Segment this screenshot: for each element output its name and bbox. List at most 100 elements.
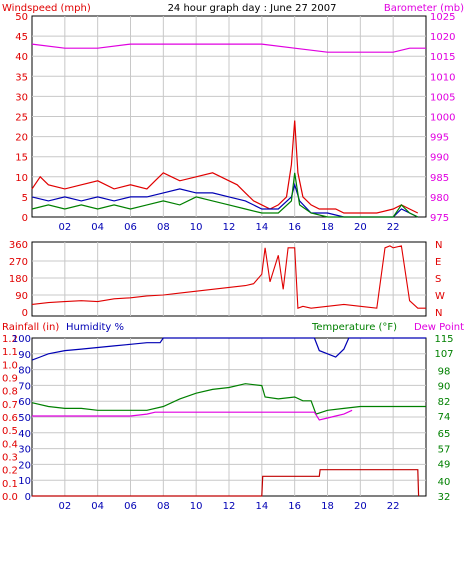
temperature-y-tick-label: 49 [438, 460, 451, 471]
direction-y-tick-label: 360 [9, 240, 28, 251]
rain-temp-series-line [31, 383, 426, 415]
rain-temp-x-tick-label: 12 [223, 501, 236, 512]
wind-y-tick-label: 15 [15, 153, 28, 164]
rainfall-y-tick-label: 0.5 [2, 426, 18, 437]
rainfall-y-tick-label: 1.0 [2, 360, 18, 371]
rainfall-y-tick-label: 0.2 [2, 466, 18, 477]
wind-y-tick-label: 35 [15, 72, 28, 83]
rain-temp-x-tick-label: 16 [288, 501, 301, 512]
temperature-y-tick-label: 74 [438, 412, 451, 423]
rain-temp-series-line [32, 409, 353, 421]
wind-series [31, 43, 426, 218]
barometer-y-tick-label: 990 [430, 153, 449, 164]
wind-x-tick-label: 18 [321, 222, 334, 233]
rainfall-y-tick-label: 1.2 [2, 334, 18, 345]
wind-x-tick-label: 12 [223, 222, 236, 233]
compass-label: W [435, 291, 445, 302]
barometer-y-ticks: 975 980 985 990 995 1000 1005 1010 1015 1020 1025 [430, 12, 455, 224]
wind-x-ticks: 02 04 06 08 10 12 14 16 18 20 22 [58, 222, 399, 233]
direction-series-line [31, 245, 426, 309]
barometer-y-tick-label: 1020 [430, 32, 455, 43]
chart-title: 24 hour graph day : June 27 2007 [168, 3, 337, 14]
wind-series-line [31, 43, 426, 53]
rain-temp-series [31, 337, 426, 497]
compass-label: E [435, 257, 441, 268]
humidity-y-tick-label: 80 [18, 366, 31, 377]
wind-y-tick-label: 5 [22, 193, 28, 204]
temperature-axis-label: Temperature (°F) [311, 322, 397, 333]
barometer-y-tick-label: 975 [430, 213, 449, 224]
humidity-y-tick-label: 70 [18, 381, 31, 392]
rain-temp-x-tick-label: 08 [157, 501, 170, 512]
rainfall-y-tick-label: 0.6 [2, 413, 18, 424]
rain-temp-x-ticks: 02 04 06 08 10 12 14 16 18 20 22 [58, 501, 399, 512]
humidity-y-tick-label: 30 [18, 445, 31, 456]
temperature-y-tick-label: 98 [438, 366, 451, 377]
direction-y-tick-label: 90 [15, 291, 28, 302]
direction-panel-grid [32, 242, 426, 316]
compass-label: N [435, 240, 442, 251]
barometer-y-tick-label: 980 [430, 193, 449, 204]
wind-x-tick-label: 08 [157, 222, 170, 233]
wind-y-tick-label: 25 [15, 113, 28, 124]
rainfall-y-tick-label: 0.4 [2, 439, 18, 450]
temperature-y-tick-label: 57 [438, 444, 451, 455]
humidity-y-tick-label: 40 [18, 429, 31, 440]
rainfall-y-tick-label: 0.9 [2, 374, 18, 385]
temperature-y-tick-label: 40 [438, 477, 451, 488]
rain-temp-series-line [32, 469, 420, 497]
humidity-y-ticks: 0 10 20 30 40 50 60 70 80 90 100 [12, 334, 31, 503]
direction-series [31, 245, 426, 309]
wind-y-tick-label: 0 [22, 213, 28, 224]
humidity-y-tick-label: 90 [18, 350, 31, 361]
rainfall-axis-label: Rainfall (in) [2, 322, 59, 333]
rain-temp-x-tick-label: 14 [255, 501, 268, 512]
direction-y-ticks: 0 90 180 270 360 [9, 240, 28, 319]
wind-x-tick-label: 14 [255, 222, 268, 233]
humidity-axis-label: Humidity % [66, 322, 124, 333]
barometer-y-tick-label: 1015 [430, 52, 455, 63]
barometer-y-tick-label: 985 [430, 173, 449, 184]
rainfall-y-ticks: 0.0 0.1 0.2 0.3 0.4 0.5 0.6 0.7 0.8 0.9 1.0 1.1 1.2 [2, 334, 18, 503]
temperature-y-tick-label: 90 [438, 382, 451, 393]
dewpoint-axis-label: Dew Point [414, 322, 464, 333]
wind-y-tick-label: 20 [15, 133, 28, 144]
rain-temp-x-tick-label: 10 [190, 501, 203, 512]
barometer-y-tick-label: 1005 [430, 92, 455, 103]
wind-y-ticks: 0 5 10 15 20 25 30 35 40 45 50 [15, 12, 28, 224]
humidity-y-tick-label: 10 [18, 476, 31, 487]
temperature-y-ticks: 32 40 49 57 65 74 82 90 98 107 115 [434, 334, 453, 503]
rainfall-y-tick-label: 0.8 [2, 387, 18, 398]
temperature-y-tick-label: 107 [434, 349, 453, 360]
rain-temp-x-tick-label: 22 [387, 501, 400, 512]
wind-y-tick-label: 10 [15, 173, 28, 184]
wind-x-tick-label: 16 [288, 222, 301, 233]
rain-temp-x-tick-label: 20 [354, 501, 367, 512]
wind-x-tick-label: 04 [91, 222, 104, 233]
wind-y-tick-label: 50 [15, 12, 28, 23]
rainfall-y-tick-label: 0.1 [2, 479, 18, 490]
temperature-y-tick-label: 115 [434, 334, 453, 345]
rain-temp-x-tick-label: 02 [58, 501, 71, 512]
rainfall-y-tick-label: 0.3 [2, 453, 18, 464]
direction-y-tick-label: 0 [22, 308, 28, 319]
wind-x-tick-label: 10 [190, 222, 203, 233]
barometer-y-tick-label: 995 [430, 133, 449, 144]
humidity-y-tick-label: 50 [18, 413, 31, 424]
wind-x-tick-label: 22 [387, 222, 400, 233]
temperature-y-tick-label: 32 [438, 492, 451, 503]
humidity-y-tick-label: 60 [18, 397, 31, 408]
humidity-y-tick-label: 0 [25, 492, 31, 503]
barometer-y-tick-label: 1010 [430, 72, 455, 83]
wind-y-tick-label: 40 [15, 52, 28, 63]
rain-temp-series-line [31, 337, 426, 361]
barometer-axis-label: Barometer (mb) [384, 3, 464, 14]
wind-x-tick-label: 06 [124, 222, 137, 233]
rain-temp-x-tick-label: 06 [124, 501, 137, 512]
barometer-y-tick-label: 1025 [430, 12, 455, 23]
barometer-y-tick-label: 1000 [430, 113, 455, 124]
rainfall-y-tick-label: 0.7 [2, 400, 18, 411]
wind-series-line [31, 120, 419, 214]
wind-series-line [31, 172, 419, 218]
